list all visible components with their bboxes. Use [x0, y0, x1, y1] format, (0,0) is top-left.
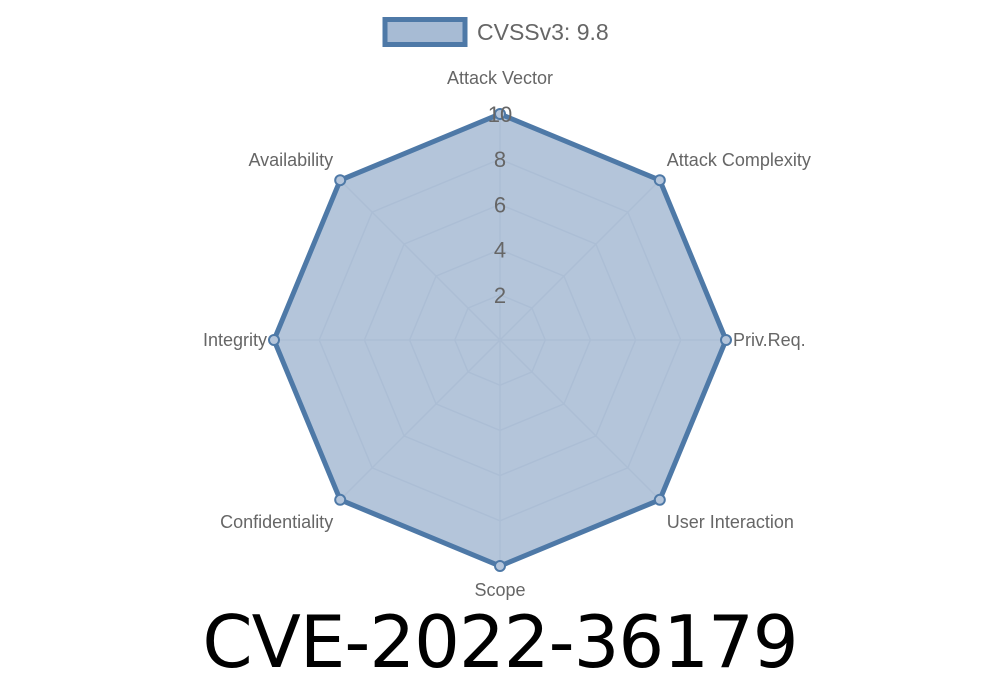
axis-label: Availability — [248, 150, 333, 170]
axis-label: Scope — [474, 580, 525, 600]
axis-label: Priv.Req. — [733, 330, 806, 350]
legend-swatch — [382, 17, 468, 47]
page-title: CVE-2022-36179 — [202, 600, 798, 684]
axis-label: Attack Vector — [447, 68, 553, 88]
data-point — [653, 493, 666, 506]
tick-label: 8 — [494, 147, 506, 172]
axis-label: User Interaction — [667, 512, 794, 532]
data-point — [720, 334, 732, 346]
data-point — [494, 108, 506, 120]
tick-label: 6 — [494, 192, 506, 217]
data-point — [653, 174, 666, 187]
data-point — [494, 560, 506, 572]
axis-label: Integrity — [203, 330, 267, 350]
axis-label: Confidentiality — [220, 512, 333, 532]
data-point — [334, 493, 347, 506]
axis-label: Attack Complexity — [667, 150, 811, 170]
tick-label: 10 — [488, 102, 512, 127]
data-point — [268, 334, 280, 346]
data-point — [334, 174, 347, 187]
tick-label: 2 — [494, 283, 506, 308]
legend-label: CVSSv3: 9.8 — [477, 19, 609, 45]
tick-label: 4 — [494, 238, 506, 263]
